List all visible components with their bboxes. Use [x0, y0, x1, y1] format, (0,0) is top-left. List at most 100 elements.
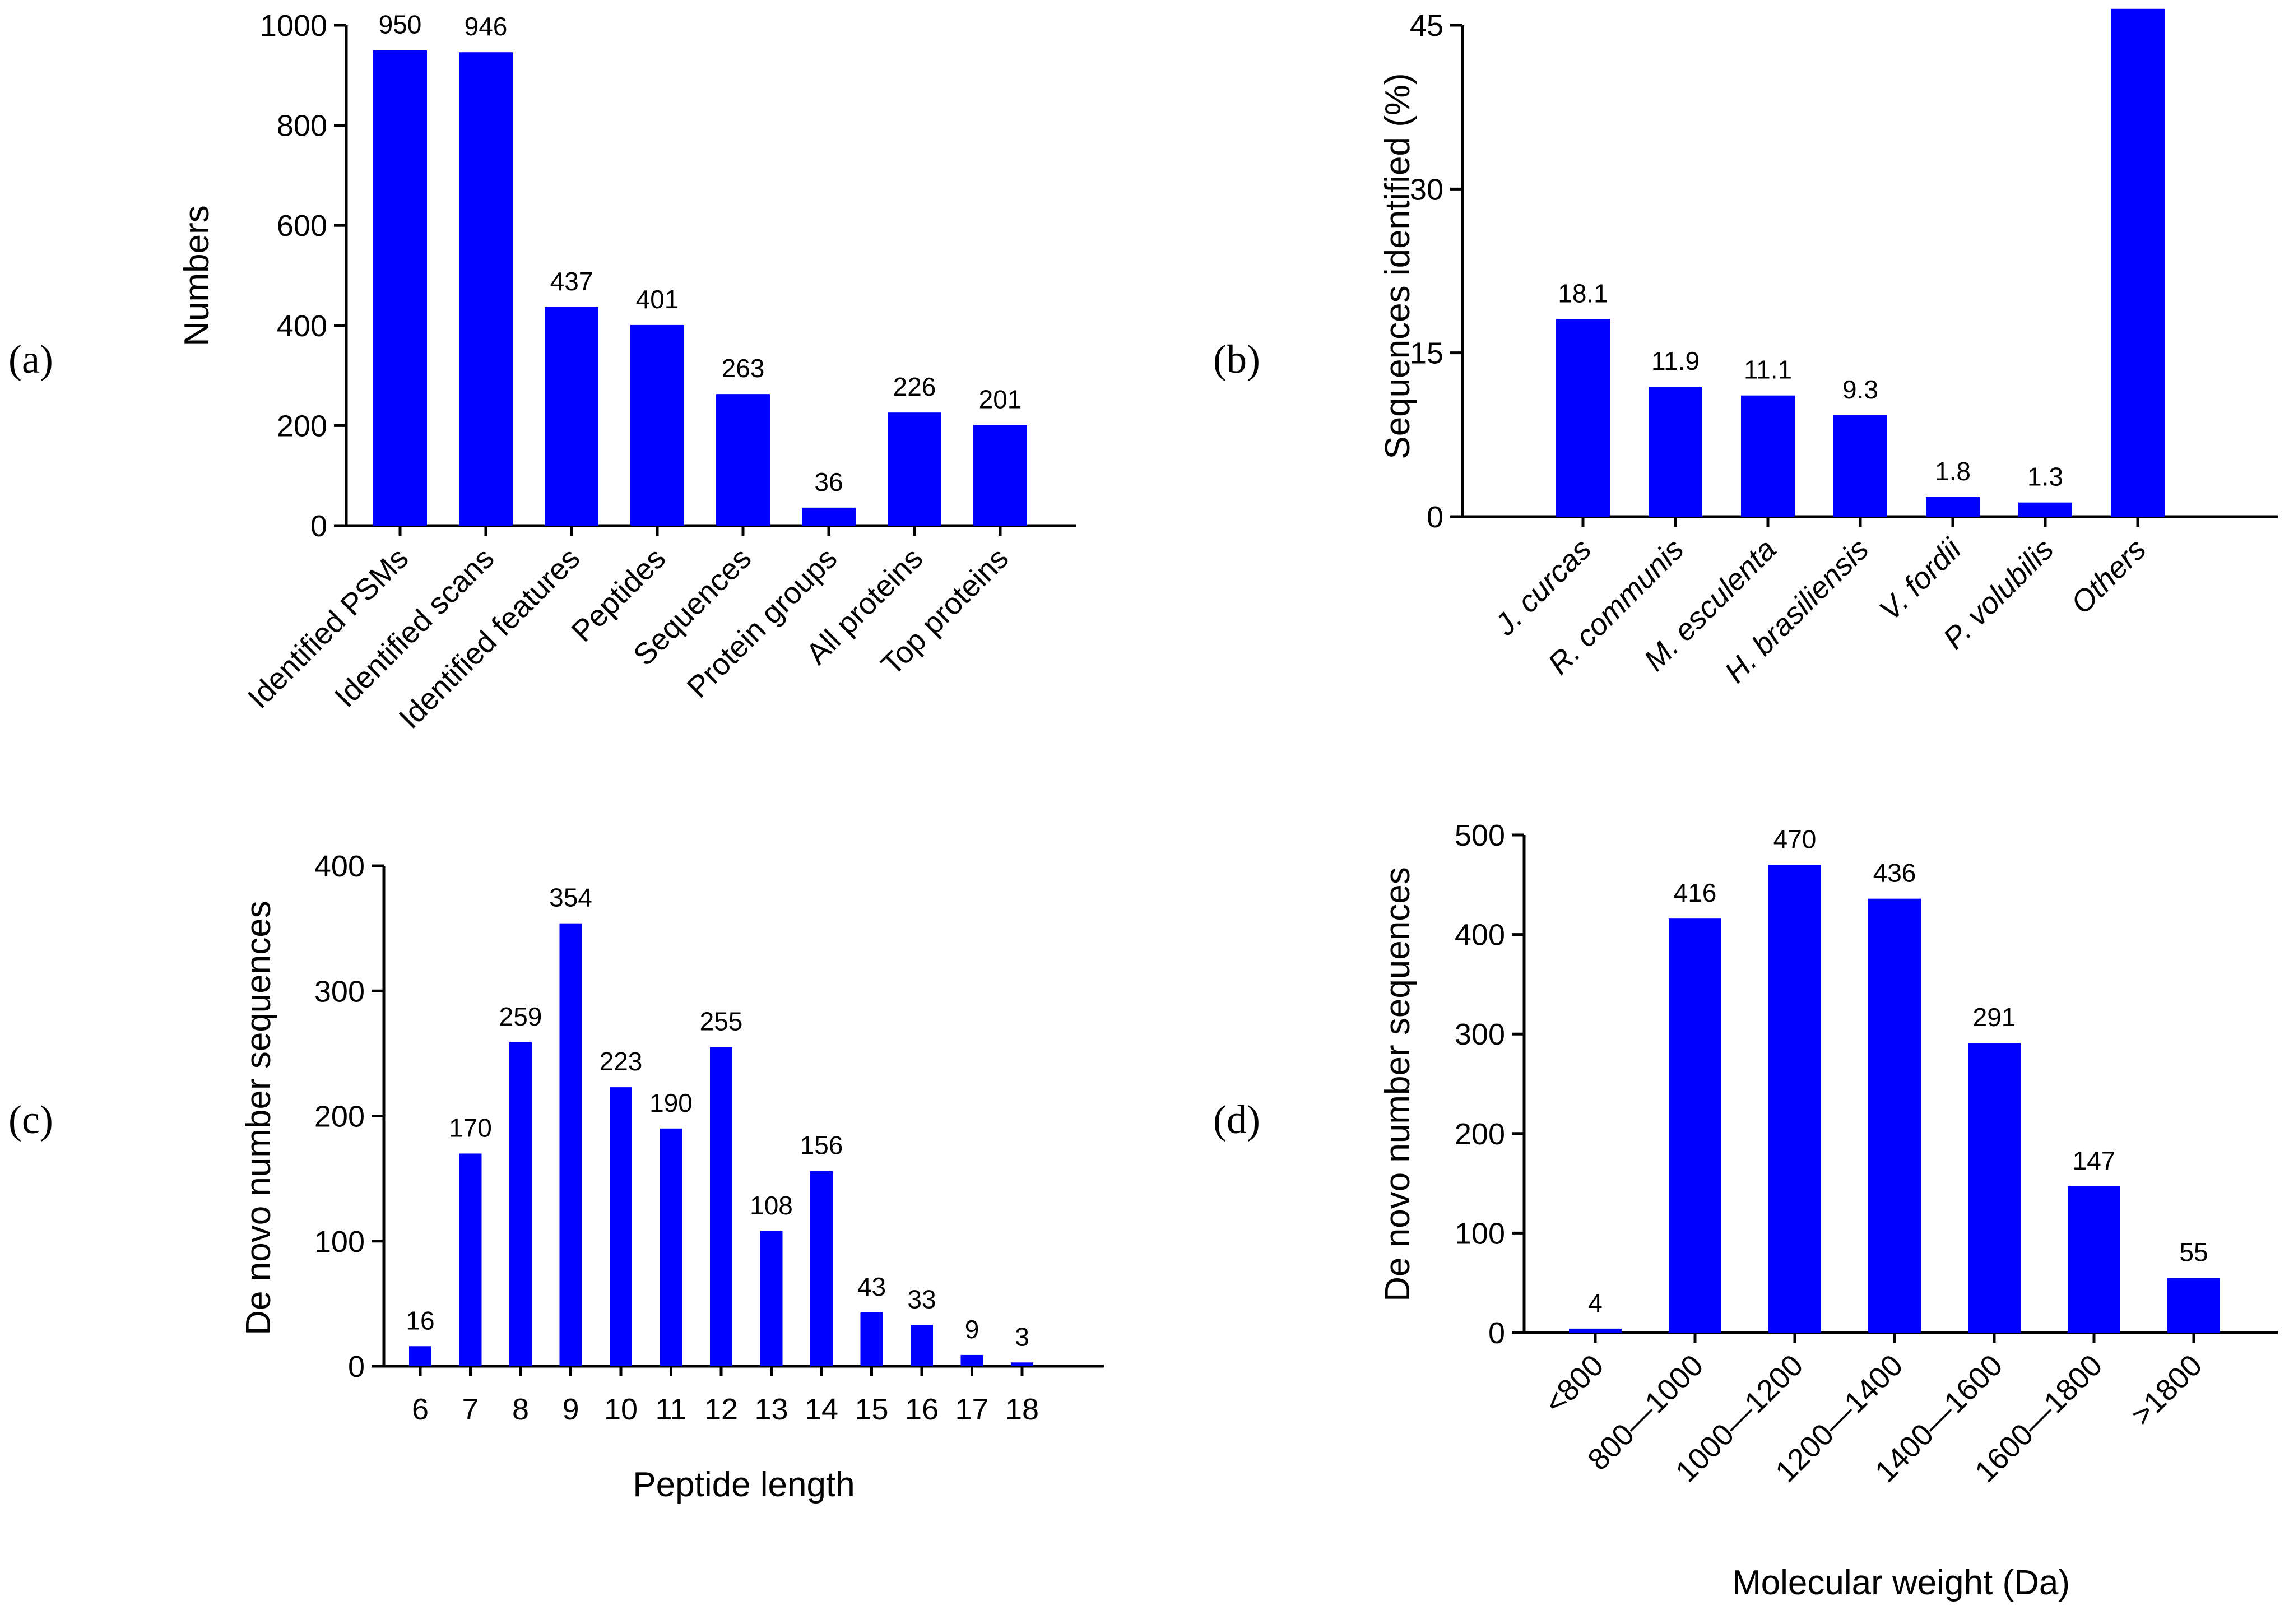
y-axis-title: Sequences identified (%) [1378, 73, 1417, 459]
category-label: Identified scans [328, 541, 501, 714]
bar [545, 307, 598, 526]
y-axis-title: Numbers [178, 205, 216, 346]
bar [509, 1042, 532, 1366]
category-label: 18 [1005, 1393, 1039, 1426]
bar-value-label: 4 [1588, 1288, 1603, 1317]
bar [1868, 898, 1921, 1333]
category-label: 8 [512, 1393, 529, 1426]
bar [716, 394, 770, 526]
bar [373, 50, 427, 526]
bar [2167, 1278, 2220, 1333]
bar [1926, 497, 1980, 517]
y-tick-label: 45 [1410, 9, 1443, 43]
category-label: 9 [562, 1393, 579, 1426]
bar [1741, 395, 1795, 517]
bar-value-label: 1.8 [1935, 457, 1971, 486]
y-tick-label: 400 [1455, 918, 1505, 952]
y-tick-label: 30 [1410, 173, 1443, 206]
panel-c: (c) 0 100 200 300 400 De novo number sequences… [8, 850, 1104, 1504]
panel-label: (a) [8, 337, 53, 382]
y-tick-label: 100 [314, 1225, 365, 1259]
bar-value-label: 401 [636, 285, 679, 314]
y-tick-label: 15 [1410, 337, 1443, 370]
bar-value-label: 1.3 [2027, 462, 2063, 491]
bar [888, 412, 941, 526]
bar [710, 1047, 732, 1366]
y-axis-title: De novo number sequences [1378, 867, 1417, 1301]
y-tick-label: 300 [1455, 1018, 1505, 1051]
bar-value-label: 416 [1674, 878, 1717, 907]
y-tick-label: 100 [1455, 1217, 1505, 1250]
bar [760, 1231, 783, 1366]
bar-value-label: 55 [2179, 1237, 2208, 1266]
bar-value-label: 11.1 [1744, 355, 1792, 384]
category-label: 12 [704, 1393, 738, 1426]
bar-value-label: 946 [465, 12, 508, 41]
panel-a: (a) 0 200 400 600 800 1000 Numbers 950 Identified… [8, 9, 1076, 735]
panel-label: (c) [8, 1097, 53, 1142]
bar-value-label: 259 [499, 1002, 542, 1031]
x-axis-title: Peptide length [633, 1465, 855, 1504]
category-label: 14 [805, 1393, 838, 1426]
bar [1968, 1043, 2021, 1333]
x-axis-title: Molecular weight (Da) [1732, 1563, 2070, 1602]
y-tick-label: 800 [277, 109, 327, 143]
bar [559, 923, 582, 1366]
bar [2018, 502, 2072, 517]
bar [610, 1087, 632, 1366]
bar [973, 425, 1027, 526]
bar [802, 507, 856, 526]
bar-value-label: 255 [700, 1007, 743, 1036]
y-tick-label: 200 [314, 1100, 365, 1134]
bar-value-label: 9.3 [1842, 375, 1878, 404]
bar [2111, 8, 2165, 517]
bar-value-label: 11.9 [1651, 346, 1700, 375]
category-label: <800 [1538, 1348, 1610, 1420]
y-tick-label: 600 [277, 209, 327, 243]
bar [630, 324, 684, 526]
bar [1649, 387, 1702, 517]
bar-value-label: 437 [550, 267, 593, 296]
category-label: 6 [412, 1393, 429, 1426]
y-tick-label: 0 [310, 509, 327, 543]
category-label: Protein groups [681, 541, 844, 704]
y-tick-label: 0 [1427, 500, 1443, 534]
bar-value-label: 354 [549, 883, 592, 912]
y-tick-label: 500 [1455, 819, 1505, 852]
bar [960, 1354, 983, 1366]
bar-value-label: 436 [1873, 859, 1916, 888]
category-label: >1800 [2125, 1348, 2209, 1432]
bar-value-label: 3 [1015, 1322, 1029, 1351]
bar-value-label: 291 [1973, 1003, 2016, 1032]
bar-value-label: 263 [722, 354, 765, 383]
bar [1569, 1328, 1622, 1333]
panel-d: (d) 0 100 200 300 400 500 De novo number sequen… [1213, 819, 2278, 1602]
y-tick-label: 400 [277, 309, 327, 343]
category-label: 17 [955, 1393, 988, 1426]
bar-value-label: 470 [1773, 824, 1817, 853]
bar [1011, 1362, 1033, 1366]
y-tick-label: 300 [314, 975, 365, 1008]
category-label: V. fordii [1873, 532, 1968, 627]
y-tick-label: 400 [314, 850, 365, 883]
bar-value-label: 9 [965, 1315, 979, 1344]
y-tick-label: 0 [1488, 1316, 1505, 1350]
bar-value-label: 170 [449, 1113, 492, 1142]
category-label: 10 [604, 1393, 638, 1426]
bar-value-label: 18.1 [1558, 279, 1608, 308]
bar-value-label: 16 [406, 1306, 434, 1335]
y-tick-label: 200 [1455, 1117, 1505, 1151]
bar [1833, 415, 1887, 517]
bar-value-label: 223 [600, 1047, 643, 1076]
category-label: 11 [655, 1393, 686, 1426]
category-label: Identified PSMs [242, 541, 415, 715]
y-axis-title: De novo number sequences [239, 901, 278, 1335]
bar [459, 52, 513, 526]
y-tick-label: 1000 [260, 9, 327, 43]
bar-value-label: 950 [379, 10, 422, 39]
category-label: Others [2064, 532, 2152, 620]
bar [1768, 865, 1821, 1333]
category-label: 16 [905, 1393, 939, 1426]
